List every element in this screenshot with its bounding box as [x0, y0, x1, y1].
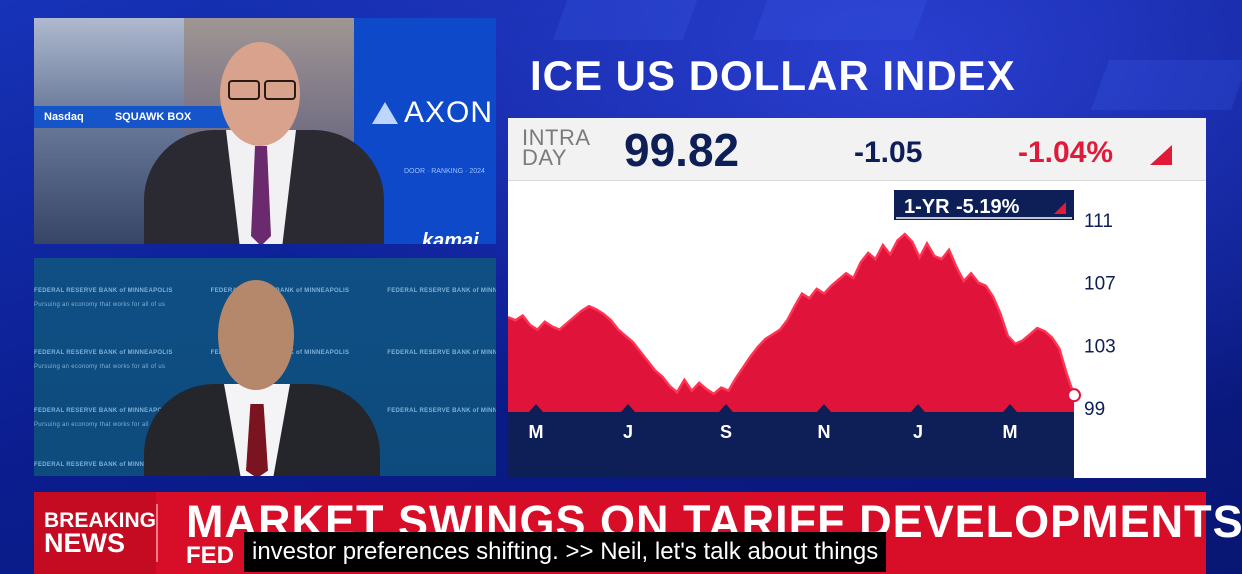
intraday-label: INTRA DAY [522, 125, 591, 170]
range-badge-bg [894, 190, 1074, 220]
x-tick-mark [817, 404, 831, 412]
closed-caption: investor preferences shifting. >> Neil, … [244, 532, 887, 572]
x-axis-band [508, 412, 1074, 478]
x-tick-label: N [818, 422, 831, 442]
backdrop-tagline-row: Pursuing an economy that works for all o… [34, 302, 166, 308]
y-tick-label: 99 [1084, 399, 1105, 420]
studio-ticker-band: Nasdaq SQUAWK BOX [34, 106, 264, 128]
quote-bar: INTRA DAY 99.82 -1.05 -1.04% [508, 118, 1206, 181]
sponsor-small-text: DOOR · RANKING · 2024 [404, 168, 485, 175]
x-tick-label: M [1003, 422, 1018, 442]
dollar-index-chart: M J S N J M 111 107 103 99 1-YR -5.19% [508, 190, 1116, 478]
background-tile [1090, 60, 1242, 110]
chart-area [508, 234, 1074, 412]
range-period: 1-YR [904, 196, 950, 218]
quote-change-pct: -1.04% [1018, 136, 1114, 169]
anchor-head [220, 42, 300, 146]
background-tile [752, 0, 928, 40]
x-tick-mark [1003, 404, 1017, 412]
sponsor-name: AXON [404, 96, 494, 129]
y-tick-label: 107 [1084, 274, 1116, 295]
anchor-glasses [228, 80, 260, 100]
anchor-video-panel: Nasdaq SQUAWK BOX AXON DOOR · RANKING · … [34, 18, 496, 244]
breaking-news-subtitle: FED [186, 542, 234, 569]
x-tick-mark [719, 404, 733, 412]
quote-price: 99.82 [624, 124, 740, 176]
sponsor-logo: AXON [372, 96, 493, 130]
breaking-news-label: BREAKING NEWS [44, 509, 157, 558]
news-label: NEWS [44, 528, 125, 558]
backdrop-tagline-row: Pursuing an economy that works for all o… [34, 364, 166, 370]
range-badge: 1-YR -5.19% [894, 190, 1074, 220]
guest-head [218, 280, 294, 390]
x-tick-mark [911, 404, 925, 412]
x-tick-mark [529, 404, 543, 412]
axon-logo-icon [372, 102, 398, 124]
guest-tie [246, 404, 268, 476]
x-tick-mark [621, 404, 635, 412]
quote-change: -1.05 [854, 136, 923, 169]
breaking-news-divider [156, 504, 158, 562]
breaking-news-label-box: BREAKING NEWS [34, 492, 156, 574]
intraday-label-line1: INTRA [522, 125, 591, 150]
sponsor2-logo: kamai [422, 230, 479, 244]
studio-ticker-left: Nasdaq [44, 111, 84, 123]
studio-ticker-right: SQUAWK BOX [114, 111, 192, 123]
background-tile [552, 0, 698, 40]
anchor-tie [251, 146, 271, 244]
last-value-dot [1067, 388, 1081, 403]
chart-line [508, 232, 1076, 396]
down-arrow-icon [1150, 145, 1172, 165]
intraday-label-line2: DAY [522, 145, 568, 170]
range-down-icon [1054, 202, 1066, 214]
breaking-label: BREAKING [44, 509, 157, 532]
y-tick-label: 103 [1084, 336, 1116, 357]
guest-video-panel: FEDERAL RESERVE BANK of MINNEAPOLIS FEDER… [34, 258, 496, 476]
x-tick-label: S [720, 422, 732, 442]
x-tick-label: J [623, 422, 633, 442]
x-tick-label: J [913, 422, 923, 442]
chart-headline: ICE US DOLLAR INDEX [530, 52, 1016, 99]
range-change: -5.19% [956, 196, 1020, 218]
anchor-glasses [264, 80, 296, 100]
backdrop-tagline-row: Pursuing an economy that works for all o… [34, 422, 166, 428]
x-tick-label: M [529, 422, 544, 442]
y-tick-label: 111 [1084, 211, 1113, 232]
